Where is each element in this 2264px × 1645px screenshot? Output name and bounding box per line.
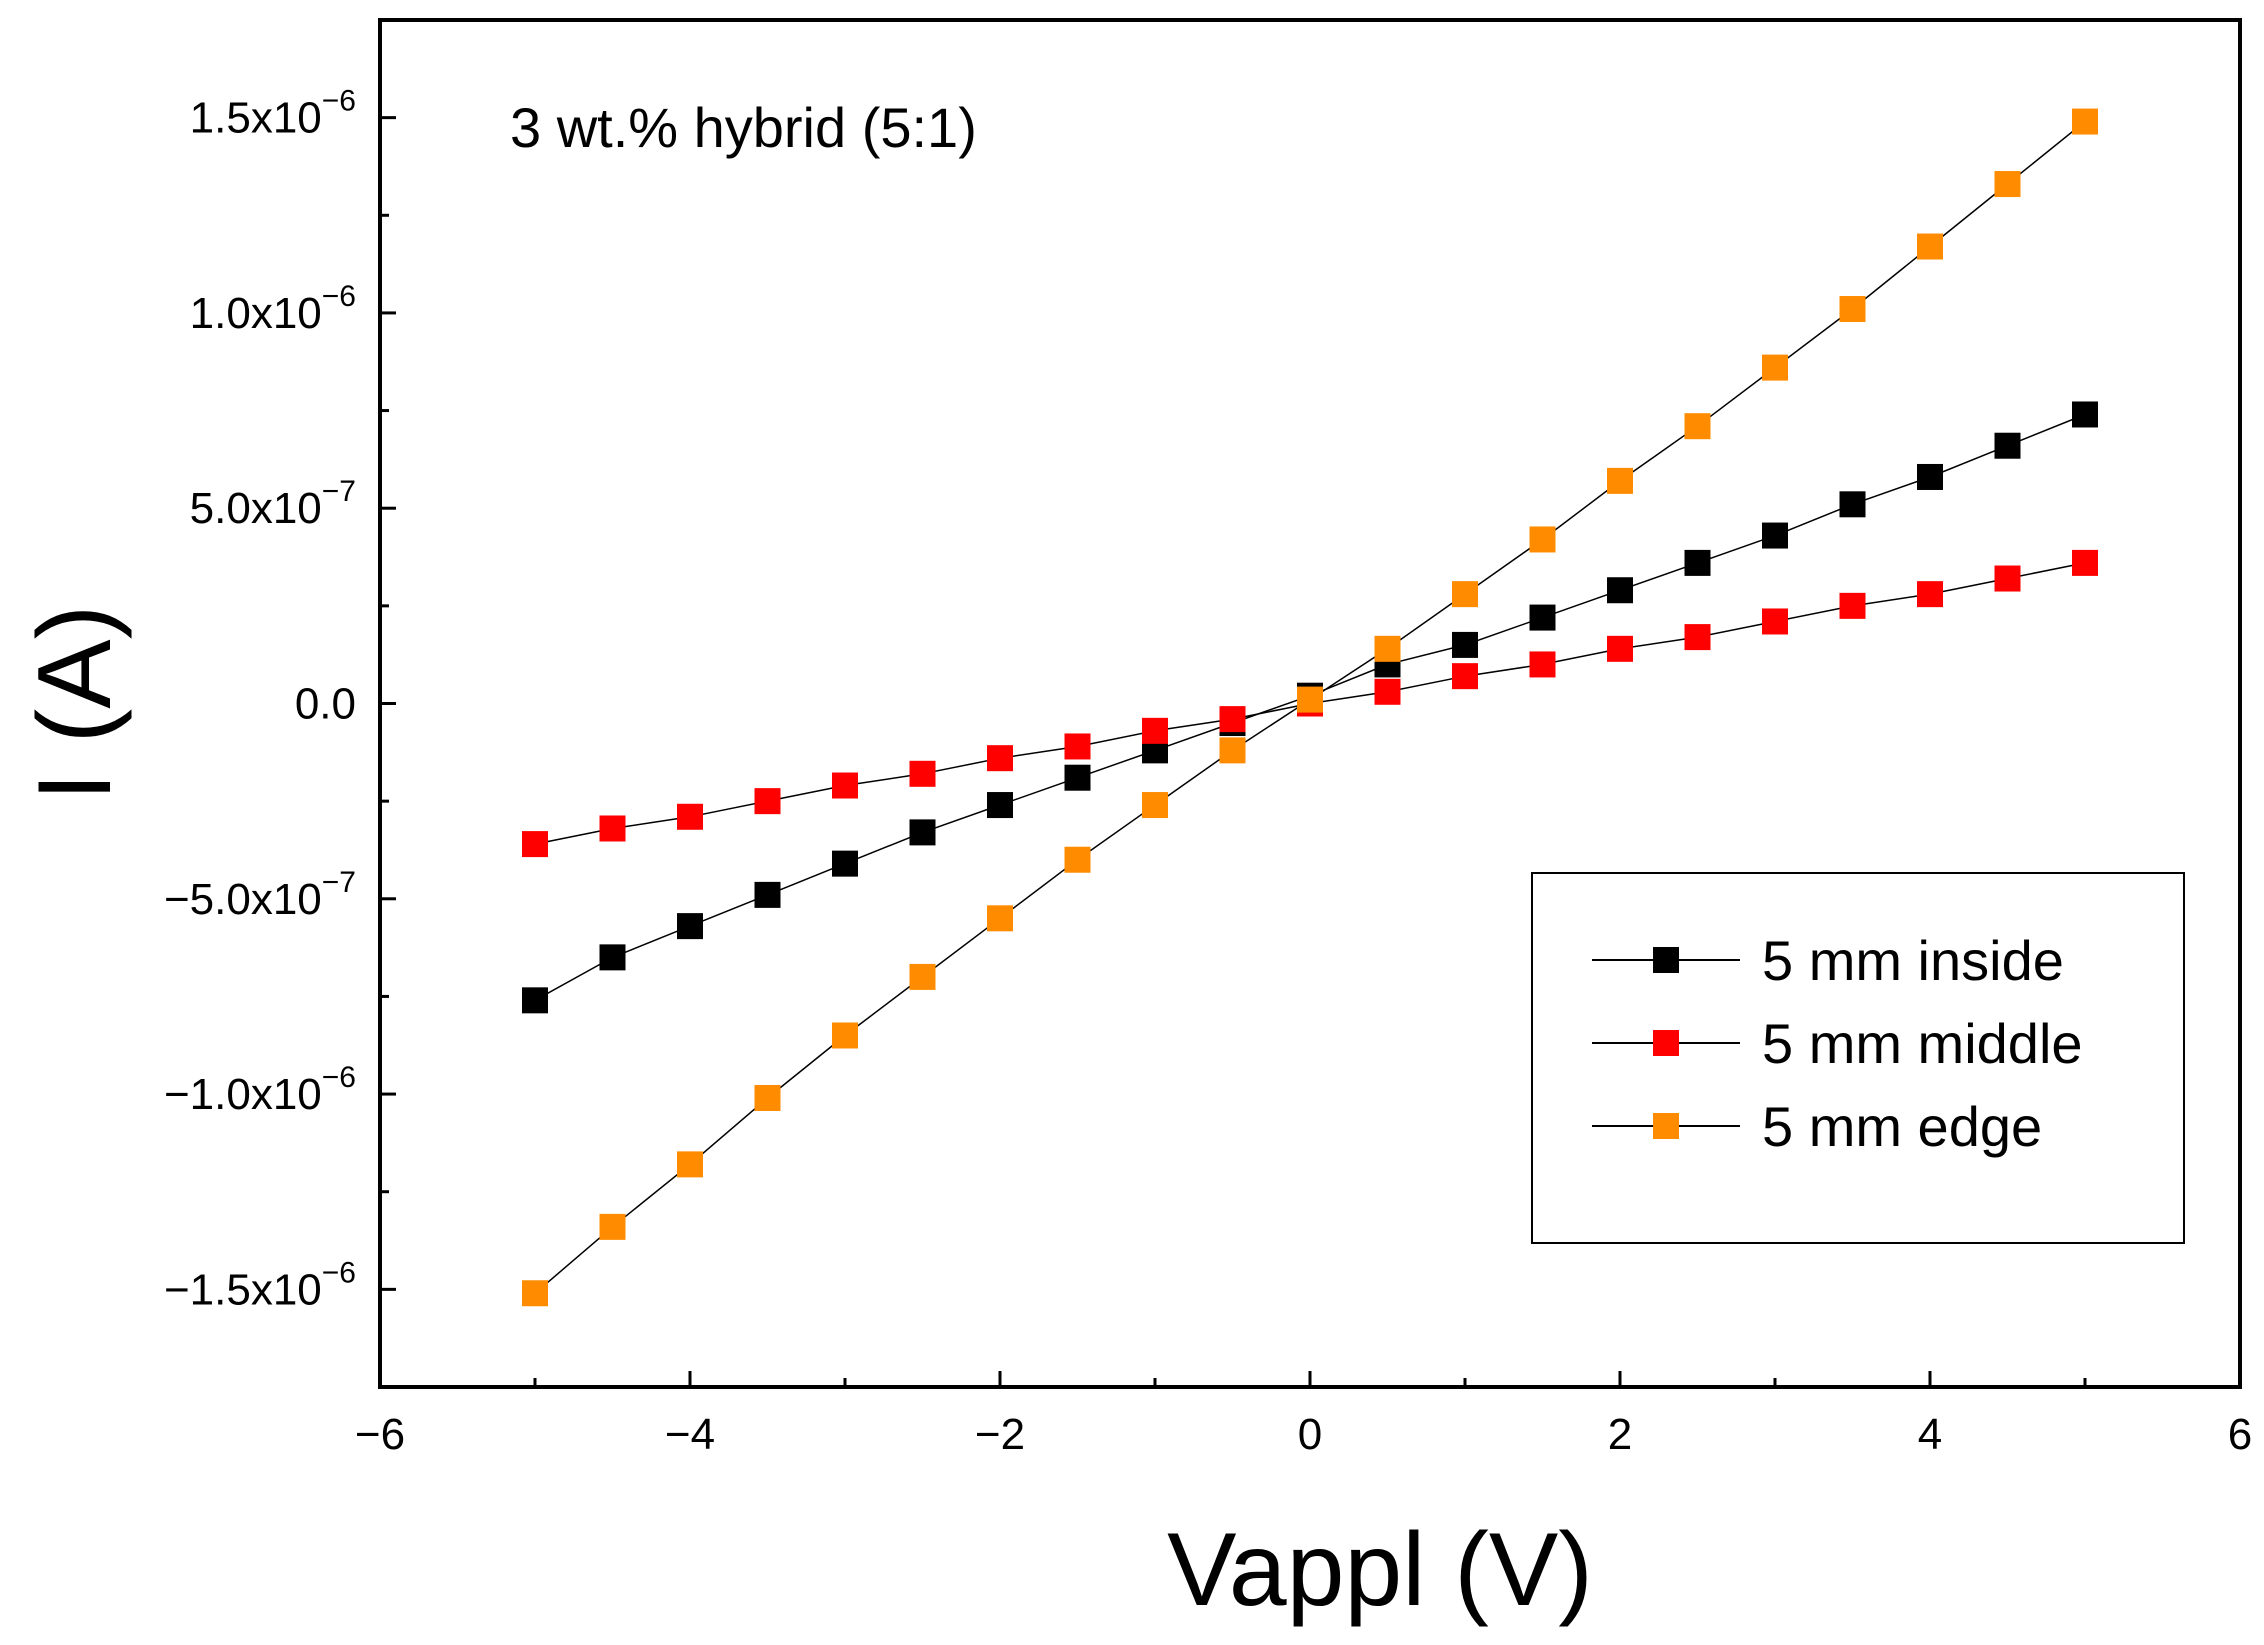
data-point [1839, 592, 1866, 619]
legend-marker [1653, 947, 1679, 973]
data-point [1529, 651, 1556, 678]
data-point [832, 850, 858, 877]
data-point [599, 944, 626, 971]
data-point [1142, 792, 1168, 819]
series-layer [522, 108, 2098, 1307]
y-axis-title: I (A) [17, 605, 133, 801]
x-tick-label: 6 [2228, 1410, 2252, 1459]
y-tick-label: −1.5x10−6 [164, 1256, 356, 1314]
data-point [2072, 108, 2098, 135]
data-point [1452, 581, 1478, 608]
data-point [1762, 608, 1788, 635]
legend-marker [1653, 1030, 1679, 1056]
data-point [1142, 717, 1168, 744]
data-point [677, 913, 703, 940]
data-point [754, 881, 781, 908]
legend-marker [1653, 1113, 1679, 1139]
data-point [909, 760, 936, 787]
data-point [832, 1022, 858, 1049]
data-point [1219, 737, 1246, 764]
data-point [1452, 631, 1478, 658]
data-point [1762, 354, 1788, 381]
legend-label: 5 mm inside [1762, 929, 2064, 992]
x-tick-label: −6 [355, 1410, 405, 1459]
x-axis-title: Vappl (V) [1167, 1512, 1593, 1628]
x-tick-label: 4 [1918, 1410, 1942, 1459]
data-point [1529, 604, 1556, 631]
data-point [522, 987, 548, 1014]
data-point [2072, 401, 2098, 428]
data-point [987, 745, 1013, 772]
data-point [1607, 577, 1633, 604]
data-point [599, 1213, 626, 1240]
legend: 5 mm inside 5 mm middle 5 mm edge [1531, 872, 2185, 1244]
data-point [754, 788, 781, 815]
y-tick-label: −1.0x10−6 [164, 1061, 356, 1119]
data-point [1994, 171, 2021, 198]
data-point [987, 792, 1013, 819]
data-point [1762, 522, 1788, 549]
series-3 [522, 108, 2098, 1307]
data-point [1529, 526, 1556, 553]
y-tick-label: 0.0 [295, 680, 356, 729]
x-tick-label: 2 [1608, 1410, 1632, 1459]
data-point [1374, 678, 1401, 705]
legend-item: 5 mm middle [1592, 1012, 2083, 1075]
data-point [1064, 733, 1091, 760]
data-point [987, 905, 1013, 932]
legend-item: 5 mm inside [1592, 929, 2064, 992]
x-tick-label: −2 [975, 1410, 1025, 1459]
chart-annotation: 3 wt.% hybrid (5:1) [510, 96, 977, 159]
data-point [677, 803, 703, 830]
legend-box [1531, 872, 2185, 1244]
data-point [1917, 233, 1943, 260]
data-point [1994, 565, 2021, 592]
data-point [1374, 635, 1401, 662]
legend-item: 5 mm edge [1592, 1095, 2042, 1158]
data-point [1064, 764, 1091, 791]
y-tick-label: −5.0x10−7 [164, 866, 356, 924]
data-point [754, 1084, 781, 1111]
data-point [832, 772, 858, 799]
y-tick-label: 1.0x10−6 [190, 280, 356, 338]
data-point [1607, 635, 1633, 662]
data-point [1839, 491, 1866, 518]
axes: −6 −4 −2 0 2 4 6 1.5x10−6 1.0x10−6 5.0x10−7 0.0 −5.… [164, 85, 2252, 1459]
data-point [1684, 413, 1711, 440]
legend-label: 5 mm edge [1762, 1095, 2042, 1158]
data-point [677, 1151, 703, 1178]
legend-label: 5 mm middle [1762, 1012, 2083, 1075]
data-point [599, 815, 626, 842]
data-point [2072, 549, 2098, 576]
data-point [1297, 686, 1323, 713]
data-point [1917, 581, 1943, 608]
data-point [1839, 296, 1866, 323]
x-tick-label: 0 [1298, 1410, 1322, 1459]
data-point [1684, 624, 1711, 651]
data-point [909, 819, 936, 846]
data-point [1452, 663, 1478, 690]
data-point [522, 1280, 548, 1307]
data-point [1684, 549, 1711, 576]
y-tick-label: 5.0x10−7 [190, 475, 356, 533]
x-tick-label: −4 [665, 1410, 715, 1459]
data-point [1219, 706, 1246, 733]
data-point [1064, 846, 1091, 873]
data-point [909, 963, 936, 990]
data-point [1994, 432, 2021, 459]
y-tick-label: 1.5x10−6 [190, 85, 356, 143]
data-point [1607, 467, 1633, 494]
data-point [522, 831, 548, 858]
data-point [1917, 463, 1943, 490]
